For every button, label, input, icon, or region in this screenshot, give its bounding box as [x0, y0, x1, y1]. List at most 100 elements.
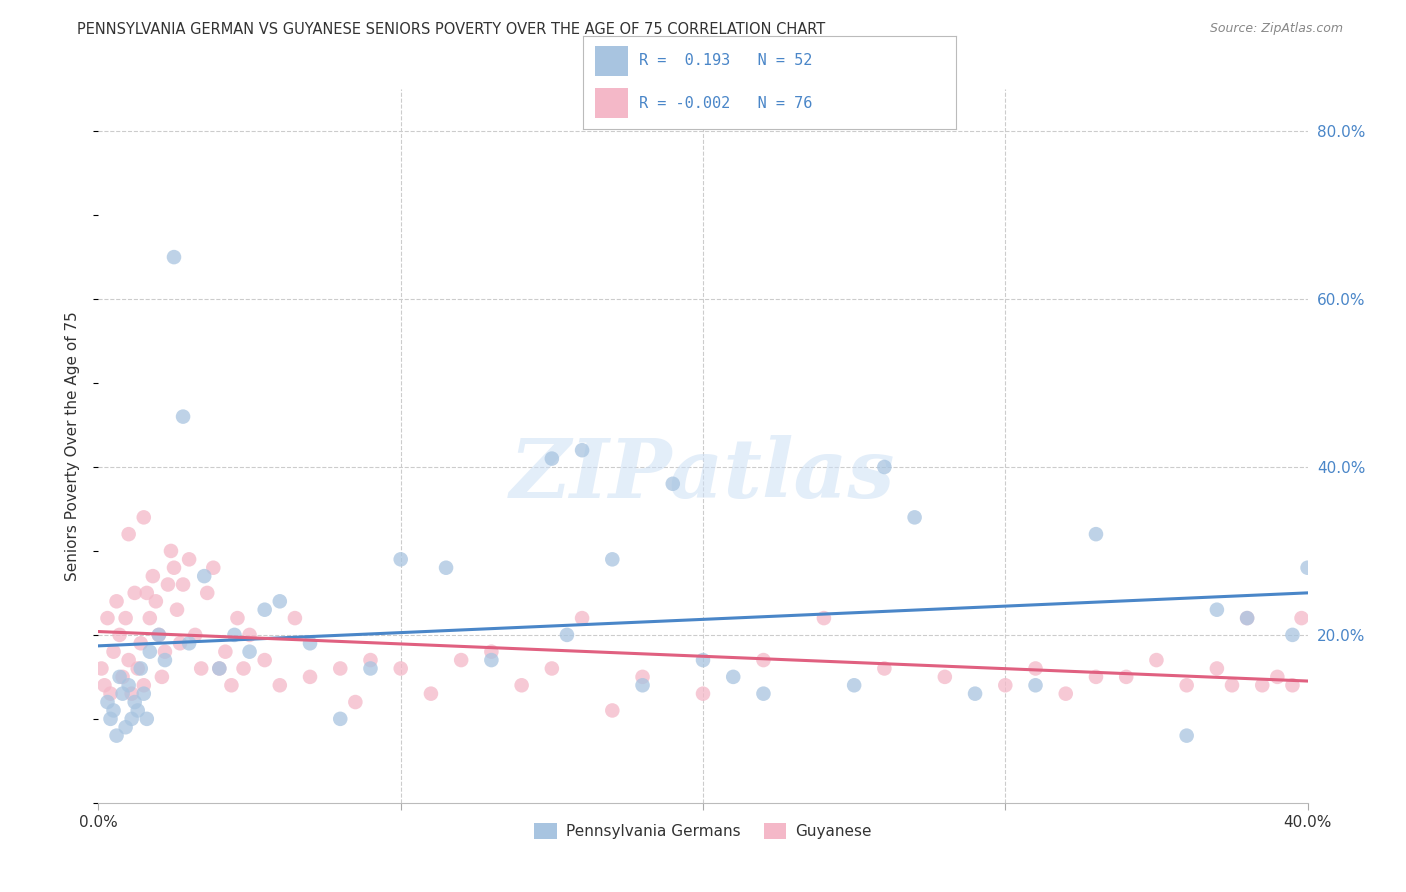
- Point: [253, 603, 276, 617]
- Point: [153, 653, 176, 667]
- Point: [163, 250, 186, 264]
- Point: [142, 569, 165, 583]
- Point: [1144, 653, 1167, 667]
- Point: [1175, 678, 1198, 692]
- Point: [389, 552, 412, 566]
- Point: [105, 594, 128, 608]
- Point: [118, 527, 141, 541]
- Legend: Pennsylvania Germans, Guyanese: Pennsylvania Germans, Guyanese: [527, 817, 879, 845]
- Point: [284, 611, 307, 625]
- Point: [540, 661, 562, 675]
- Point: [195, 586, 218, 600]
- Point: [127, 661, 149, 675]
- Point: [1024, 661, 1046, 675]
- Point: [132, 678, 155, 692]
- Point: [994, 678, 1017, 692]
- Point: [129, 636, 152, 650]
- Point: [96, 695, 118, 709]
- Point: [344, 695, 367, 709]
- Point: [124, 695, 146, 709]
- Point: [156, 577, 179, 591]
- Point: [389, 661, 412, 675]
- Point: [118, 678, 141, 692]
- Point: [934, 670, 956, 684]
- Point: [108, 628, 131, 642]
- Text: PENNSYLVANIA GERMAN VS GUYANESE SENIORS POVERTY OVER THE AGE OF 75 CORRELATION C: PENNSYLVANIA GERMAN VS GUYANESE SENIORS …: [77, 22, 825, 37]
- Point: [169, 636, 191, 650]
- Point: [873, 661, 896, 675]
- Point: [132, 510, 155, 524]
- Point: [145, 594, 167, 608]
- Point: [1175, 729, 1198, 743]
- Text: R =  0.193   N = 52: R = 0.193 N = 52: [640, 54, 813, 69]
- Point: [631, 670, 654, 684]
- Point: [179, 552, 201, 566]
- Point: [661, 476, 683, 491]
- Point: [208, 661, 231, 675]
- Point: [139, 611, 162, 625]
- Point: [1085, 527, 1108, 541]
- Point: [103, 645, 125, 659]
- Point: [232, 661, 254, 675]
- Point: [1291, 611, 1313, 625]
- Point: [602, 703, 624, 717]
- Point: [904, 510, 927, 524]
- Point: [148, 628, 170, 642]
- Point: [224, 628, 246, 642]
- Point: [752, 687, 775, 701]
- Point: [166, 603, 188, 617]
- Point: [692, 687, 714, 701]
- Point: [111, 670, 134, 684]
- Point: [269, 678, 291, 692]
- Point: [139, 645, 162, 659]
- Point: [184, 628, 207, 642]
- Point: [299, 636, 322, 650]
- Point: [208, 661, 231, 675]
- Point: [93, 678, 115, 692]
- Point: [752, 653, 775, 667]
- Bar: [595, 88, 628, 118]
- Point: [1281, 628, 1303, 642]
- Point: [540, 451, 562, 466]
- Point: [108, 670, 131, 684]
- Point: [329, 712, 352, 726]
- Point: [172, 577, 194, 591]
- Point: [1115, 670, 1137, 684]
- Point: [121, 712, 143, 726]
- Point: [1236, 611, 1258, 625]
- Point: [193, 569, 215, 583]
- Point: [692, 653, 714, 667]
- Point: [631, 678, 654, 692]
- Point: [127, 703, 149, 717]
- Point: [1206, 603, 1229, 617]
- Point: [299, 670, 322, 684]
- Point: [124, 586, 146, 600]
- Point: [873, 460, 896, 475]
- Point: [148, 628, 170, 642]
- Point: [434, 560, 457, 574]
- Point: [602, 552, 624, 566]
- Point: [269, 594, 291, 608]
- Point: [221, 678, 243, 692]
- Point: [253, 653, 276, 667]
- Bar: [595, 46, 628, 76]
- Point: [481, 645, 503, 659]
- Point: [114, 611, 136, 625]
- Point: [114, 720, 136, 734]
- Point: [160, 544, 183, 558]
- Point: [96, 611, 118, 625]
- Point: [420, 687, 443, 701]
- Point: [844, 678, 866, 692]
- Point: [813, 611, 835, 625]
- Point: [103, 703, 125, 717]
- Text: ZIPatlas: ZIPatlas: [510, 434, 896, 515]
- Point: [360, 661, 382, 675]
- Point: [555, 628, 578, 642]
- Point: [121, 687, 143, 701]
- Point: [1024, 678, 1046, 692]
- Point: [450, 653, 472, 667]
- Point: [1281, 678, 1303, 692]
- Point: [1267, 670, 1289, 684]
- Y-axis label: Seniors Poverty Over the Age of 75: Seniors Poverty Over the Age of 75: [65, 311, 80, 581]
- Point: [135, 586, 157, 600]
